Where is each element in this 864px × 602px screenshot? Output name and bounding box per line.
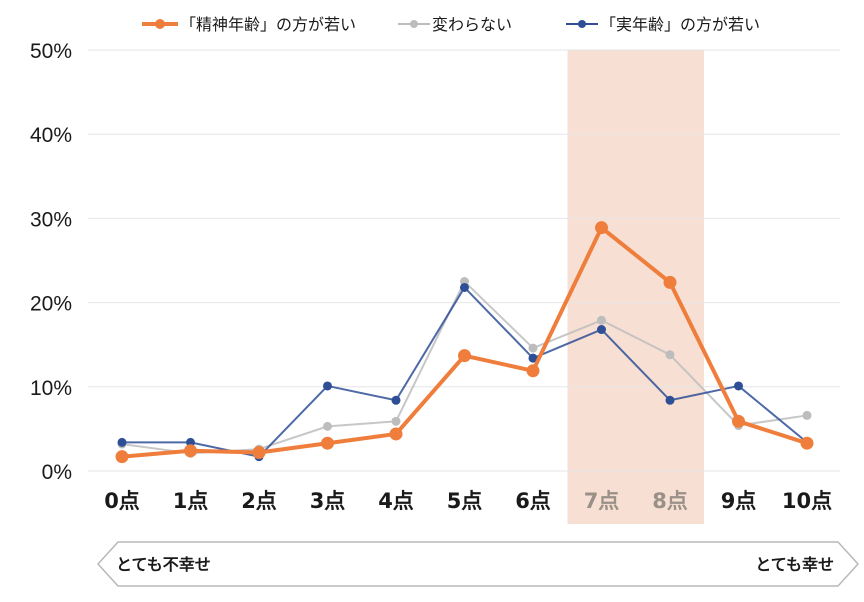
- x-axis-ticks: 0点 1点 2点 3点 4点 5点 6点 7点 8点 9点 10点: [104, 489, 832, 513]
- x-tick-label: 3点: [310, 489, 346, 513]
- data-point: [597, 325, 606, 335]
- data-point: [184, 444, 197, 458]
- series-0: [115, 221, 814, 464]
- legend-label-real-younger: 「実年齢」の方が若い: [600, 15, 760, 34]
- x-tick-label: 0点: [104, 489, 140, 513]
- y-tick-label: 30%: [30, 208, 72, 231]
- series-2: [117, 282, 812, 462]
- series-layer: [115, 221, 814, 464]
- legend-item-no-change: 変わらない: [398, 15, 512, 34]
- x-tick-label: 7点: [584, 489, 620, 513]
- legend: 「精神年齢」の方が若い 変わらない 「実年齢」の方が若い: [142, 15, 760, 34]
- series-line: [121, 280, 808, 455]
- data-point: [526, 364, 540, 378]
- y-tick-label: 50%: [30, 40, 72, 63]
- grid-lines: [88, 49, 840, 472]
- data-point: [391, 395, 401, 405]
- data-point: [528, 343, 538, 353]
- highlight-band: [567, 50, 704, 524]
- data-point: [391, 416, 401, 426]
- scale-label-left: とても不幸せ: [116, 555, 211, 574]
- data-point: [321, 436, 334, 450]
- y-axis-ticks: 0% 10% 20% 30% 40% 50%: [30, 40, 72, 484]
- data-point: [117, 437, 127, 447]
- x-tick-label: 5点: [447, 489, 483, 513]
- x-tick-label: 1点: [173, 489, 209, 513]
- x-tick-label: 9点: [721, 489, 757, 513]
- x-tick-label: 4点: [378, 489, 414, 513]
- data-point: [323, 381, 332, 391]
- data-point: [597, 315, 606, 325]
- legend-item-spirit-younger: 「精神年齢」の方が若い: [142, 15, 356, 34]
- data-point: [663, 275, 677, 289]
- data-point: [186, 437, 195, 447]
- x-tick-label: 10点: [782, 489, 832, 513]
- scale-label-right: とても幸せ: [755, 555, 834, 574]
- y-tick-label: 20%: [30, 293, 72, 316]
- data-point: [732, 414, 745, 428]
- data-point: [458, 349, 471, 363]
- happiness-scale-arrow: とても不幸せ とても幸せ: [96, 541, 860, 587]
- series-line: [121, 225, 808, 459]
- x-tick-label: 2点: [241, 489, 277, 513]
- y-tick-label: 0%: [42, 461, 72, 484]
- series-1: [117, 277, 812, 458]
- data-point: [734, 381, 743, 391]
- x-tick-label: 8点: [652, 489, 688, 513]
- data-point: [528, 353, 538, 363]
- series-line: [122, 286, 808, 458]
- data-point: [595, 221, 608, 235]
- data-point: [665, 395, 675, 405]
- data-point: [665, 350, 675, 360]
- data-point: [460, 282, 469, 292]
- data-point: [115, 450, 129, 464]
- legend-label-no-change: 変わらない: [432, 15, 512, 34]
- data-point: [802, 410, 812, 420]
- data-point: [800, 436, 814, 450]
- data-point: [389, 427, 403, 441]
- y-tick-label: 40%: [30, 124, 72, 147]
- legend-label-spirit-younger: 「精神年齢」の方が若い: [180, 15, 356, 34]
- data-point: [323, 421, 332, 431]
- data-point: [252, 445, 266, 459]
- y-tick-label: 10%: [30, 377, 72, 400]
- x-tick-label: 6点: [515, 489, 551, 513]
- legend-item-real-younger: 「実年齢」の方が若い: [566, 15, 760, 34]
